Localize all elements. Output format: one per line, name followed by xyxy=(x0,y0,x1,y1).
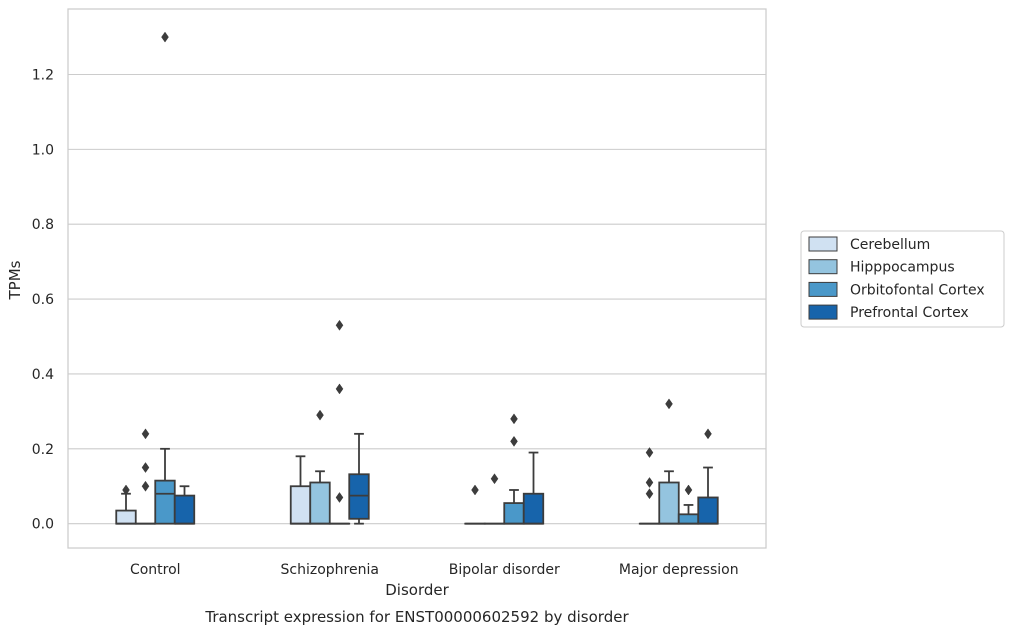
box xyxy=(115,509,137,525)
x-tick-label: Schizophrenia xyxy=(281,562,379,578)
box xyxy=(154,479,176,525)
y-tick-label: 0.0 xyxy=(32,517,54,533)
outlier-point xyxy=(665,398,673,410)
legend: Cerebellum Hipppocampus Orbitofontal Corte… xyxy=(800,230,1005,328)
box-group xyxy=(697,428,719,525)
x-tick-label: Major depression xyxy=(619,562,739,578)
outlier-point xyxy=(645,488,654,500)
box xyxy=(348,473,370,520)
box xyxy=(658,481,680,525)
outlier-point xyxy=(141,428,150,440)
box-plot-marks xyxy=(115,31,719,525)
box-group xyxy=(289,455,312,525)
plot-area-frame xyxy=(67,8,767,549)
box xyxy=(309,481,331,525)
chart-caption: Transcript expression for ENST0000060259… xyxy=(204,608,629,626)
box-group xyxy=(134,428,157,525)
y-tick-label: 1.0 xyxy=(32,142,54,158)
box-group xyxy=(503,413,525,525)
box-group xyxy=(328,319,351,525)
outlier-point xyxy=(645,477,654,488)
legend-label: Orbitofontal Cortex xyxy=(850,282,985,298)
y-axis-label: TPMs xyxy=(6,260,24,300)
legend-swatch xyxy=(808,259,838,275)
outlier-point xyxy=(141,462,150,473)
box-group xyxy=(309,409,331,525)
x-tick-label: Bipolar disorder xyxy=(449,562,560,578)
legend-swatch xyxy=(808,281,838,297)
box-group xyxy=(638,447,661,525)
outlier-point xyxy=(490,473,499,485)
legend-label: Cerebellum xyxy=(850,237,930,253)
y-tick-label: 0.4 xyxy=(32,367,54,383)
box xyxy=(503,502,525,525)
x-axis-ticks: Control Schizophrenia Bipolar disorder Majo… xyxy=(130,562,739,578)
gridlines xyxy=(68,73,766,525)
box-group xyxy=(115,484,137,525)
outlier-point xyxy=(335,383,344,395)
box-group xyxy=(154,31,176,525)
legend-swatch xyxy=(808,236,838,252)
legend-label: Hipppocampus xyxy=(850,260,955,276)
box xyxy=(522,492,545,525)
legend-frame xyxy=(800,230,1005,328)
legend-label: Prefrontal Cortex xyxy=(850,305,969,321)
outlier-point xyxy=(510,413,518,425)
box-group xyxy=(658,398,680,525)
y-tick-label: 0.8 xyxy=(32,217,54,233)
outlier-point xyxy=(704,428,712,440)
y-tick-label: 1.2 xyxy=(32,68,54,84)
box xyxy=(173,494,196,525)
box-group xyxy=(522,451,545,525)
outlier-point xyxy=(471,484,479,496)
outlier-point xyxy=(316,409,324,421)
y-tick-label: 0.2 xyxy=(32,442,54,458)
box xyxy=(289,485,312,525)
box-group xyxy=(483,473,506,525)
outlier-point xyxy=(161,31,169,43)
box xyxy=(697,496,719,525)
x-axis-label: Disorder xyxy=(385,581,449,599)
outlier-point xyxy=(510,435,518,447)
y-axis-ticks: 0.0 0.2 0.4 0.6 0.8 1.0 1.2 xyxy=(32,68,54,533)
outlier-point xyxy=(122,484,130,496)
box-group xyxy=(348,432,370,525)
outlier-point xyxy=(645,447,654,458)
y-tick-label: 0.6 xyxy=(32,292,54,308)
box-group xyxy=(677,484,700,525)
box-group xyxy=(173,485,196,525)
x-tick-label: Control xyxy=(130,562,181,578)
legend-swatch xyxy=(808,304,838,320)
box-group xyxy=(464,484,486,525)
outlier-point xyxy=(684,484,693,496)
outlier-point xyxy=(335,492,344,503)
outlier-point xyxy=(141,480,150,492)
outlier-point xyxy=(335,319,344,331)
box xyxy=(677,513,700,525)
